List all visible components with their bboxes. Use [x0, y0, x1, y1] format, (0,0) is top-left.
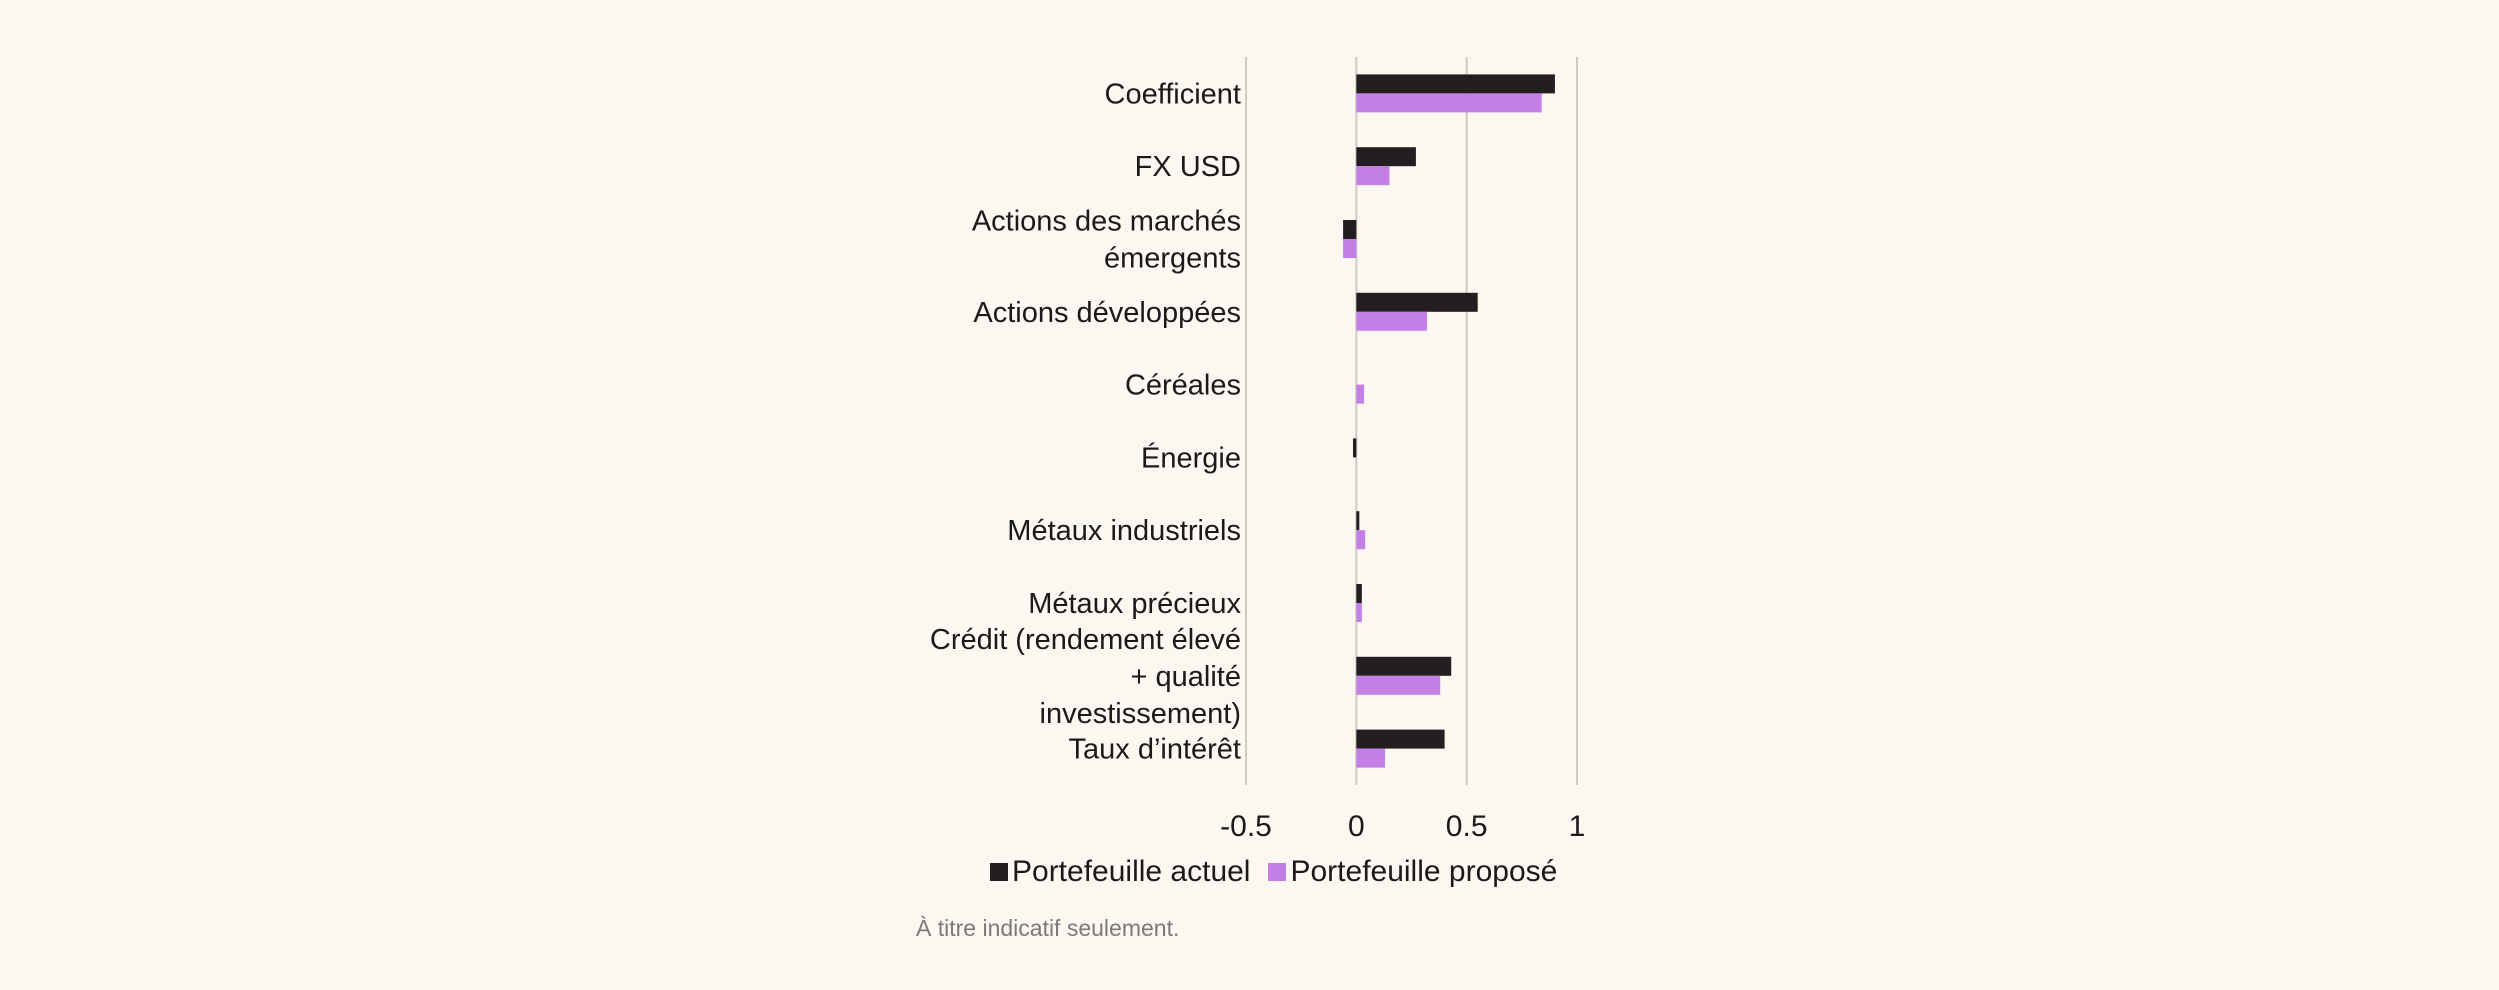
category-label-line: investissement) [1040, 698, 1241, 730]
category-label-line: FX USD [1135, 151, 1241, 183]
bar-current-5 [1353, 438, 1357, 458]
bar-proposed-4 [1356, 384, 1365, 404]
category-label: Taux d’intérêt [1069, 734, 1242, 766]
category-label-line: Énergie [1141, 441, 1241, 474]
category-label: Crédit (rendement élevé + qualité investis… [930, 624, 1241, 730]
category-label-line: Crédit (rendement élevé [930, 624, 1241, 656]
x-axis-ticks: -0.5 0 0.5 1 [1220, 810, 1585, 843]
bar-current-6 [1356, 511, 1360, 531]
bar-proposed-8 [1356, 675, 1441, 695]
x-tick-label: 1 [1569, 810, 1586, 843]
bar-proposed-1 [1356, 166, 1390, 186]
category-label: Actions des marchés émergents [972, 206, 1241, 275]
bar-proposed-6 [1356, 530, 1366, 550]
legend-label-current: Portefeuille actuel [1012, 855, 1251, 888]
bar-proposed-9 [1356, 748, 1386, 768]
bar-current-2 [1343, 220, 1357, 239]
category-label: Céréales [1125, 370, 1241, 402]
category-label-line: Métaux précieux [1028, 588, 1241, 620]
bar-current-8 [1356, 656, 1452, 676]
category-label-line: Actions développées [973, 297, 1241, 329]
legend-item-proposed: Portefeuille proposé [1268, 855, 1557, 889]
category-label: FX USD [1135, 151, 1241, 183]
category-label: Énergie [1141, 441, 1241, 474]
x-tick-label: 0 [1348, 810, 1365, 843]
category-labels: Coefficient FX USD Actions des marchés émer… [930, 78, 1242, 765]
legend-swatch-current [990, 863, 1008, 881]
category-label: Coefficient [1105, 78, 1242, 110]
bar-proposed-0 [1356, 93, 1542, 113]
legend: Portefeuille actuel Portefeuille proposé [990, 855, 1575, 889]
x-tick-label: -0.5 [1220, 810, 1272, 843]
x-tick-label: 0.5 [1446, 810, 1488, 843]
category-label: Actions développées [973, 297, 1241, 329]
category-label-line: Métaux industriels [1007, 515, 1241, 547]
bar-current-0 [1356, 74, 1555, 94]
legend-item-current: Portefeuille actuel [990, 855, 1250, 889]
category-label-line: Coefficient [1105, 78, 1242, 110]
footnote: À titre indicatif seulement. [916, 915, 1180, 941]
category-label-line: Céréales [1125, 370, 1241, 402]
category-label: Métaux industriels [1007, 515, 1241, 547]
category-label-line: + qualité [1131, 661, 1241, 693]
bar-proposed-3 [1356, 311, 1427, 331]
bar-current-7 [1356, 584, 1362, 603]
legend-swatch-proposed [1268, 863, 1287, 881]
bar-proposed-2 [1343, 239, 1357, 258]
bar-current-1 [1356, 147, 1416, 167]
bars [1343, 74, 1555, 768]
legend-label-proposed: Portefeuille proposé [1290, 855, 1558, 888]
category-label-line: Taux d’intérêt [1069, 734, 1242, 766]
category-label: Métaux précieux [1028, 588, 1241, 620]
bar-current-9 [1356, 729, 1445, 749]
category-label-line: Actions des marchés [972, 206, 1241, 238]
category-label-line: émergents [1104, 243, 1241, 275]
bar-proposed-7 [1356, 603, 1362, 622]
bar-current-3 [1356, 292, 1478, 312]
